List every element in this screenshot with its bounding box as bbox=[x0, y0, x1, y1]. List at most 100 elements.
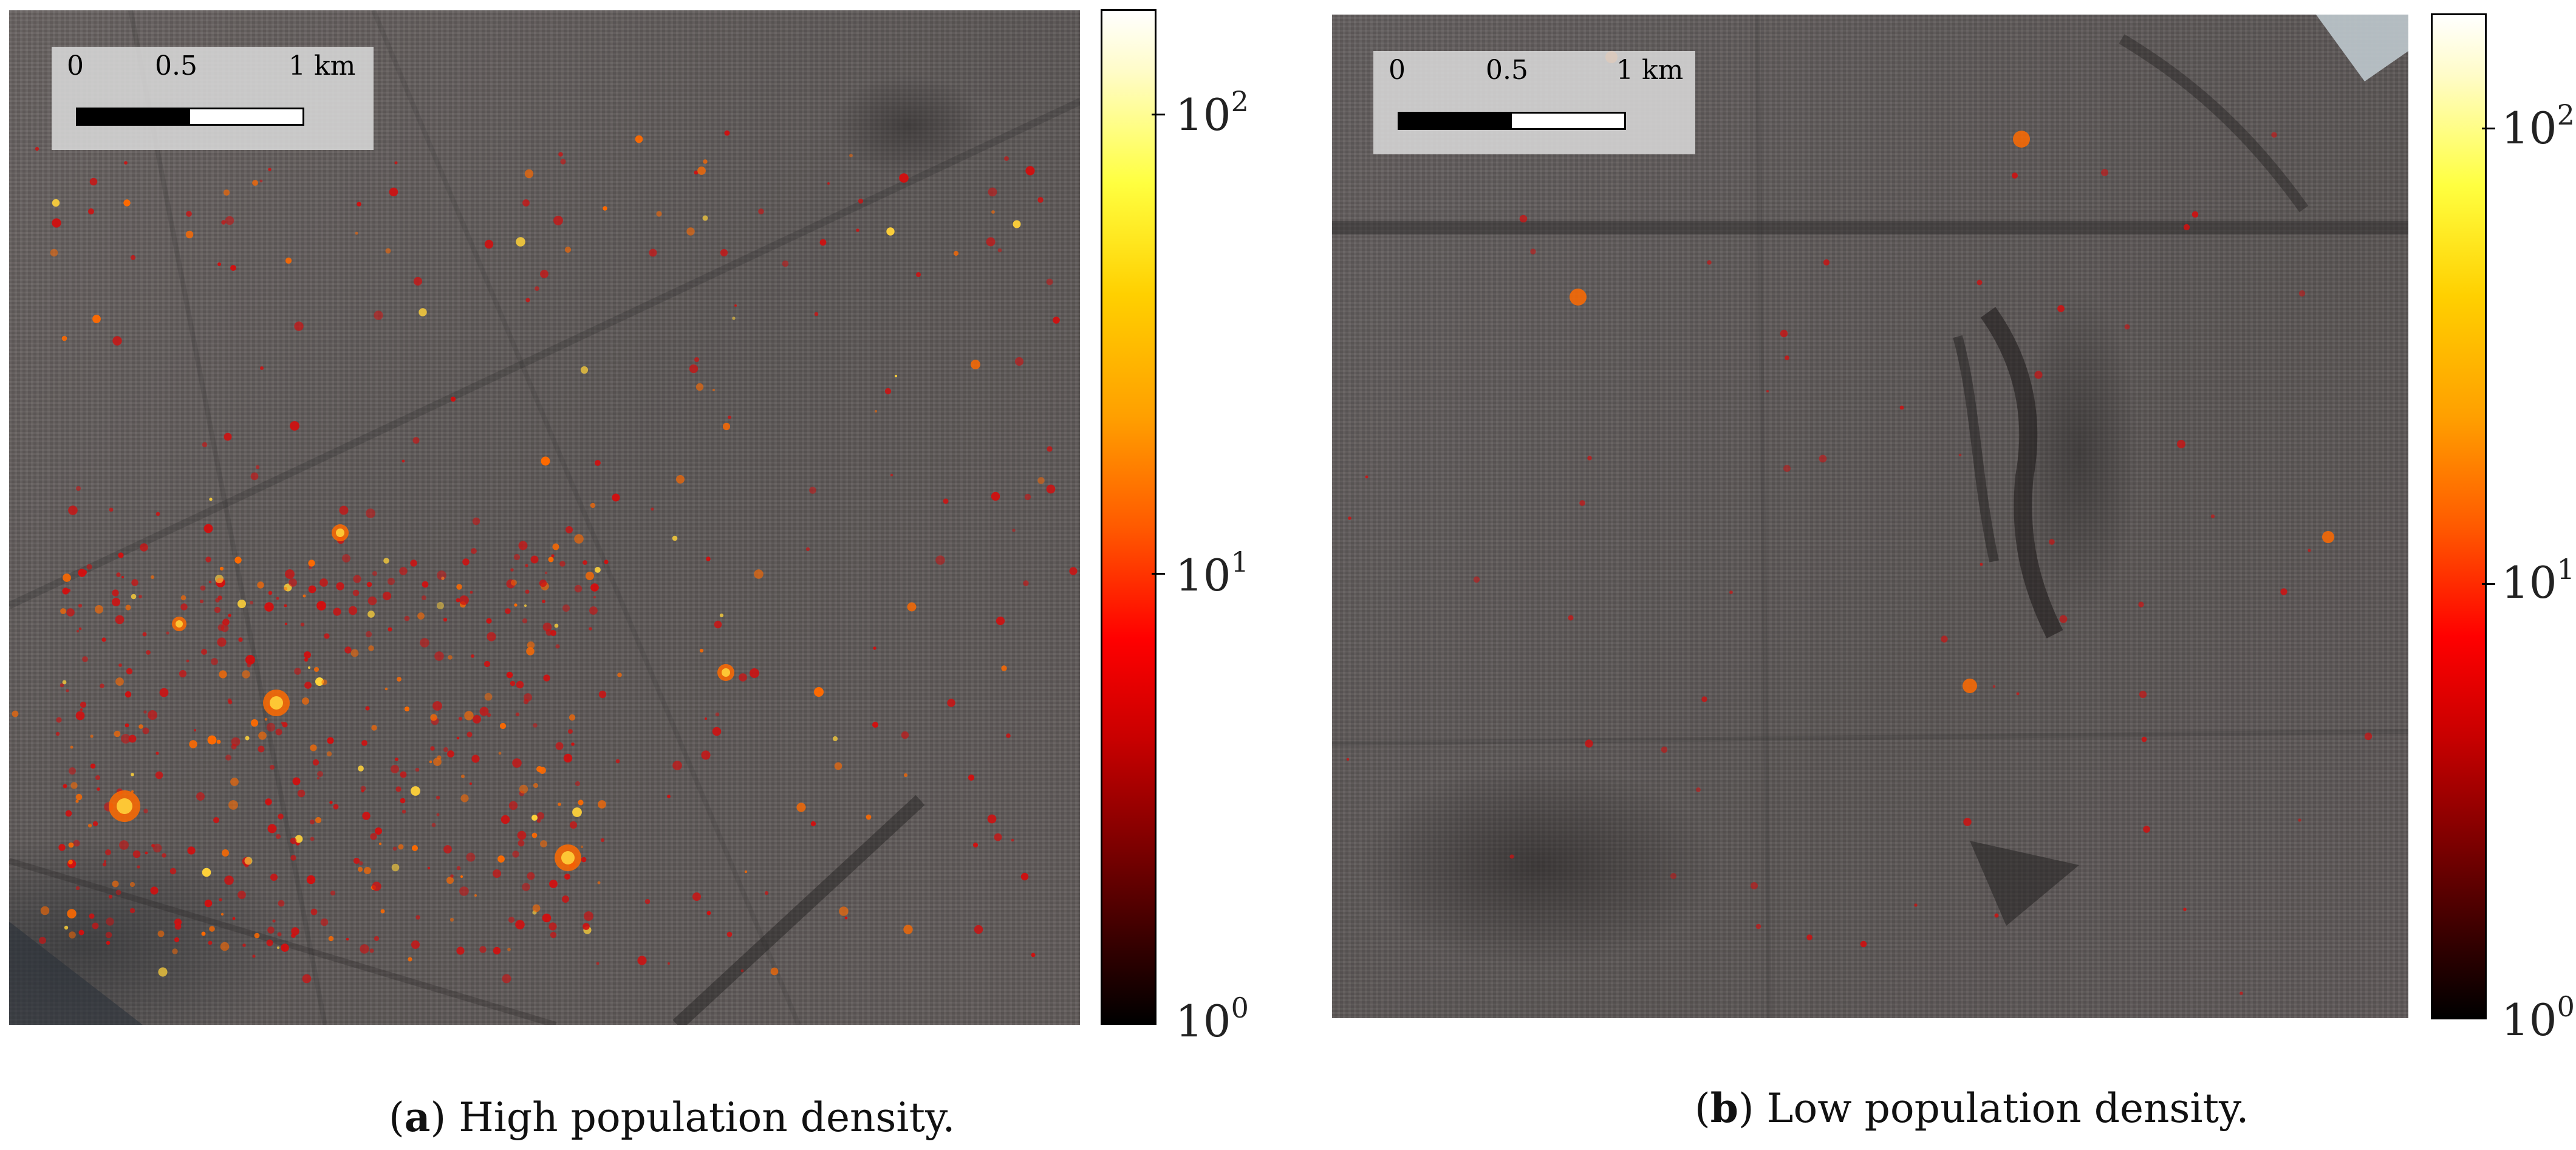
hotspot bbox=[326, 751, 332, 757]
hotspot bbox=[357, 202, 361, 207]
colorbar-tick-a-2 bbox=[1152, 114, 1165, 115]
density-map-b[interactable]: 0 0.5 1 km bbox=[1332, 15, 2408, 1018]
hotspot bbox=[297, 789, 306, 798]
hotspot bbox=[312, 759, 319, 766]
hotspot bbox=[215, 598, 220, 603]
hotspot bbox=[357, 866, 363, 872]
hotspot bbox=[1046, 484, 1056, 494]
hotspot bbox=[415, 767, 420, 772]
hotspot bbox=[819, 239, 827, 246]
hotspot bbox=[493, 946, 501, 955]
hotspot bbox=[487, 713, 491, 717]
hotspot bbox=[285, 257, 292, 264]
colorbar-label-a-1: 100 bbox=[1175, 991, 1249, 1047]
hotspot bbox=[1992, 685, 1996, 688]
hotspot bbox=[276, 597, 279, 600]
hotspot bbox=[352, 589, 360, 597]
hotspot bbox=[471, 548, 477, 554]
hotspot bbox=[699, 648, 704, 653]
hotspot bbox=[124, 161, 128, 165]
hotspot bbox=[366, 508, 375, 518]
hotspot bbox=[292, 777, 301, 785]
hotspot bbox=[2139, 690, 2147, 699]
hotspot bbox=[116, 572, 121, 577]
hotspot bbox=[1994, 913, 1999, 918]
hotspot bbox=[462, 558, 470, 566]
hotspot bbox=[916, 272, 921, 277]
hotspot bbox=[342, 554, 350, 563]
hotspot bbox=[953, 250, 959, 256]
hotspot bbox=[1755, 923, 1761, 929]
hotspot bbox=[1766, 390, 1769, 392]
hotspot bbox=[400, 798, 406, 804]
hotspot bbox=[499, 722, 507, 730]
hotspot bbox=[217, 262, 221, 266]
hotspot bbox=[562, 604, 570, 612]
hotspot bbox=[593, 595, 596, 599]
hotspot bbox=[121, 576, 124, 578]
hotspot bbox=[590, 502, 596, 508]
hotspot bbox=[1980, 563, 1983, 566]
hotspot bbox=[986, 237, 996, 247]
hotspot bbox=[211, 658, 218, 665]
hotspot bbox=[997, 248, 1002, 253]
hotspot bbox=[268, 168, 272, 171]
hotspot bbox=[656, 211, 662, 217]
hotspot bbox=[316, 776, 320, 780]
hotspot bbox=[199, 599, 204, 604]
hotspot bbox=[346, 937, 349, 941]
hotspot bbox=[227, 698, 232, 703]
hotspot bbox=[686, 227, 695, 236]
hotspot bbox=[102, 862, 107, 867]
hotspot bbox=[391, 765, 399, 773]
hotspot bbox=[1011, 838, 1014, 842]
hotspot bbox=[121, 734, 131, 744]
hotspot bbox=[849, 154, 853, 157]
hotspot bbox=[176, 620, 183, 628]
hotspot bbox=[129, 908, 135, 914]
hotspot bbox=[814, 687, 824, 697]
hotspot bbox=[644, 898, 651, 905]
hotspot bbox=[437, 570, 446, 580]
hotspot bbox=[844, 916, 848, 920]
hotspot bbox=[250, 601, 253, 604]
hotspot bbox=[350, 649, 359, 657]
hotspot bbox=[372, 571, 377, 576]
hotspot bbox=[458, 716, 463, 721]
hotspot bbox=[1046, 278, 1053, 286]
hotspot bbox=[518, 840, 525, 847]
density-map-a[interactable]: 0 0.5 1 km bbox=[9, 10, 1080, 1025]
hotspot bbox=[524, 604, 527, 608]
hotspot bbox=[764, 891, 769, 895]
hotspot bbox=[138, 595, 142, 598]
hotspot bbox=[542, 913, 552, 923]
hotspot bbox=[505, 608, 511, 614]
hotspot bbox=[364, 867, 371, 874]
hotspot bbox=[237, 891, 246, 899]
hotspot bbox=[1963, 818, 1972, 826]
hotspot bbox=[894, 374, 898, 378]
hotspot bbox=[202, 868, 211, 877]
hotspot bbox=[2049, 539, 2055, 545]
hotspot bbox=[483, 660, 491, 668]
hotspot bbox=[382, 591, 392, 601]
hotspot bbox=[464, 711, 474, 720]
hotspot bbox=[221, 621, 225, 625]
hotspot bbox=[196, 792, 205, 801]
hotspot bbox=[413, 276, 423, 286]
hotspot bbox=[603, 206, 607, 211]
hotspot bbox=[498, 751, 502, 755]
hotspot bbox=[213, 817, 219, 823]
hotspot bbox=[516, 680, 524, 689]
hotspot bbox=[714, 620, 722, 629]
hotspot bbox=[208, 940, 213, 945]
hotspot bbox=[307, 666, 311, 669]
hotspot bbox=[320, 918, 329, 926]
hotspot bbox=[137, 865, 140, 869]
hotspot bbox=[461, 775, 465, 778]
hotspot bbox=[264, 602, 274, 612]
hotspot bbox=[95, 605, 103, 614]
hotspot bbox=[270, 874, 278, 881]
hotspot bbox=[1976, 279, 1983, 286]
hotspot bbox=[399, 567, 408, 575]
